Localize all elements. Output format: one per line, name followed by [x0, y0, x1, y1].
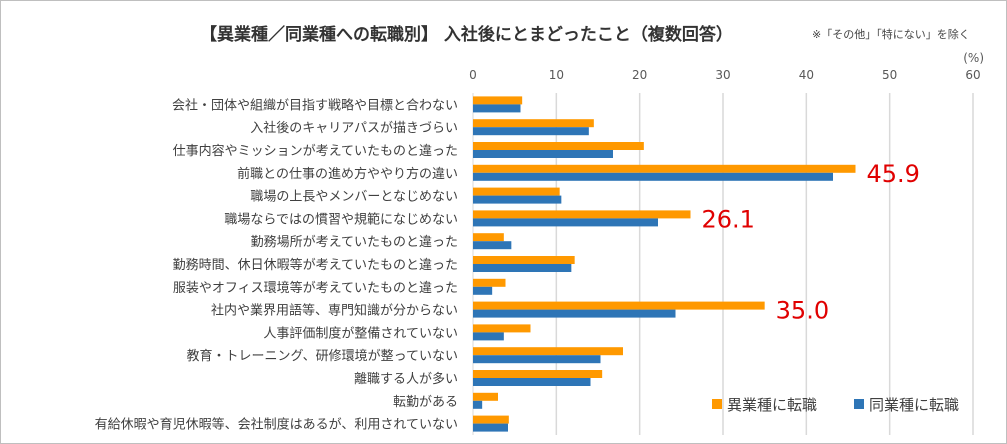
bar-different-industry — [473, 392, 498, 401]
category-label: 会社・団体や組織が目指す戦略や目標と合わない — [172, 97, 458, 113]
tick-label: 60 — [965, 68, 980, 82]
bar-different-industry — [473, 187, 560, 196]
category-label: 勤務時間、休日休暇等が考えていたものと違った — [173, 257, 458, 273]
tick-label: 40 — [799, 68, 814, 82]
bar-different-industry — [473, 415, 509, 424]
bar-different-industry — [473, 370, 603, 378]
tick-label: 50 — [882, 68, 897, 82]
bar-same-industry — [473, 423, 508, 432]
annotation-label: 35.0 — [776, 297, 829, 325]
bar-same-industry — [473, 195, 562, 204]
category-label: 入社後のキャリアパスが描きづらい — [250, 120, 458, 136]
bar-different-industry — [473, 233, 504, 242]
legend-swatch — [712, 399, 722, 409]
chart-note: ※「その他」「特にない」を除く — [812, 27, 970, 41]
category-label: 離職する人が多い — [354, 371, 458, 387]
bar-different-industry — [473, 119, 594, 128]
bar-same-industry — [473, 400, 483, 409]
bar-same-industry — [473, 309, 676, 318]
category-label: 職場ならではの慣習や規範になじめない — [224, 211, 458, 227]
category-label: 人事評価制度が整備されていない — [263, 325, 458, 341]
annotation-label: 45.9 — [867, 160, 920, 188]
legend-swatch — [854, 399, 864, 409]
bar-same-industry — [473, 286, 493, 295]
tick-label: 30 — [715, 68, 730, 82]
bar-different-industry — [473, 324, 531, 333]
category-label: 有給休暇や育児休暇等、会社制度はあるが、利用されていない — [95, 417, 458, 433]
bar-same-industry — [473, 150, 613, 158]
category-label: 前職との仕事の進め方ややり方の違い — [237, 166, 458, 182]
unit-label: (%) — [963, 51, 984, 65]
tick-label: 0 — [469, 68, 477, 82]
bar-different-industry — [473, 164, 856, 173]
category-label: 転勤がある — [393, 395, 458, 410]
bar-same-industry — [473, 127, 589, 136]
bar-different-industry — [473, 347, 623, 356]
tick-label: 20 — [632, 68, 647, 82]
legend-label: 異業種に転職 — [727, 396, 817, 414]
bar-different-industry — [473, 210, 691, 219]
bar-same-industry — [473, 241, 512, 250]
bar-same-industry — [473, 355, 601, 364]
category-label: 服装やオフィス環境等が考えていたものと違った — [173, 280, 458, 296]
bar-same-industry — [473, 218, 658, 227]
category-label: 社内や業界用語等、専門知識が分からない — [211, 303, 458, 319]
bar-different-industry — [473, 301, 765, 310]
category-label: 教育・トレーニング、研修環境が整っていない — [187, 348, 458, 364]
category-label: 職場の上長やメンバーとなじめない — [250, 190, 458, 205]
category-label: 仕事内容やミッションが考えていたものと違った — [173, 143, 458, 159]
legend-label: 同業種に転職 — [869, 396, 959, 414]
chart-title: 【異業種／同業種への転職別】 入社後にとまどったこと（複数回答） — [200, 24, 733, 45]
bar-same-industry — [473, 332, 504, 341]
annotation-label: 26.1 — [702, 205, 755, 233]
bar-different-industry — [473, 278, 506, 287]
bar-same-industry — [473, 172, 833, 181]
bar-same-industry — [473, 378, 591, 386]
bar-different-industry — [473, 142, 644, 150]
category-label: 勤務場所が考えていたものと違った — [251, 235, 458, 250]
tick-label: 10 — [549, 68, 564, 82]
bar-different-industry — [473, 96, 523, 105]
bar-same-industry — [473, 104, 521, 113]
bar-different-industry — [473, 256, 575, 264]
bar-same-industry — [473, 264, 572, 272]
